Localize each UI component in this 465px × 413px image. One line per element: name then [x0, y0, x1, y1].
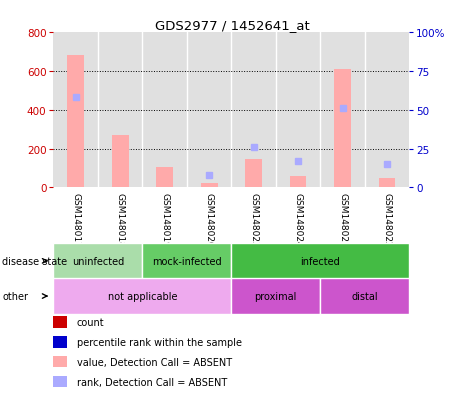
- Text: count: count: [77, 317, 104, 327]
- Text: GDS2977 / 1452641_at: GDS2977 / 1452641_at: [155, 19, 310, 31]
- Bar: [112, 135, 129, 188]
- Text: disease state: disease state: [2, 256, 67, 266]
- Bar: [245, 160, 262, 188]
- Text: GSM148021: GSM148021: [338, 192, 347, 247]
- Bar: [290, 176, 306, 188]
- Bar: [53, 244, 142, 279]
- Bar: [320, 279, 409, 314]
- Text: GSM148022: GSM148022: [383, 192, 392, 247]
- Text: GSM148017: GSM148017: [71, 192, 80, 247]
- Text: other: other: [2, 291, 28, 301]
- Bar: [142, 244, 231, 279]
- Text: rank, Detection Call = ABSENT: rank, Detection Call = ABSENT: [77, 377, 227, 387]
- Text: proximal: proximal: [255, 291, 297, 301]
- Bar: [201, 183, 218, 188]
- Text: GSM148018: GSM148018: [116, 192, 125, 247]
- Text: GSM148024: GSM148024: [293, 192, 303, 247]
- Bar: [67, 56, 84, 188]
- Bar: [156, 168, 173, 188]
- Text: value, Detection Call = ABSENT: value, Detection Call = ABSENT: [77, 357, 232, 367]
- Text: uninfected: uninfected: [72, 256, 124, 266]
- Text: GSM148023: GSM148023: [249, 192, 258, 247]
- Text: not applicable: not applicable: [108, 291, 177, 301]
- Bar: [232, 244, 409, 279]
- Bar: [232, 279, 320, 314]
- Bar: [53, 279, 232, 314]
- Text: mock-infected: mock-infected: [152, 256, 222, 266]
- Bar: [379, 178, 395, 188]
- Bar: [334, 70, 351, 188]
- Text: infected: infected: [300, 256, 340, 266]
- Text: GSM148019: GSM148019: [160, 192, 169, 247]
- Text: distal: distal: [352, 291, 378, 301]
- Text: percentile rank within the sample: percentile rank within the sample: [77, 337, 242, 347]
- Text: GSM148020: GSM148020: [205, 192, 213, 247]
